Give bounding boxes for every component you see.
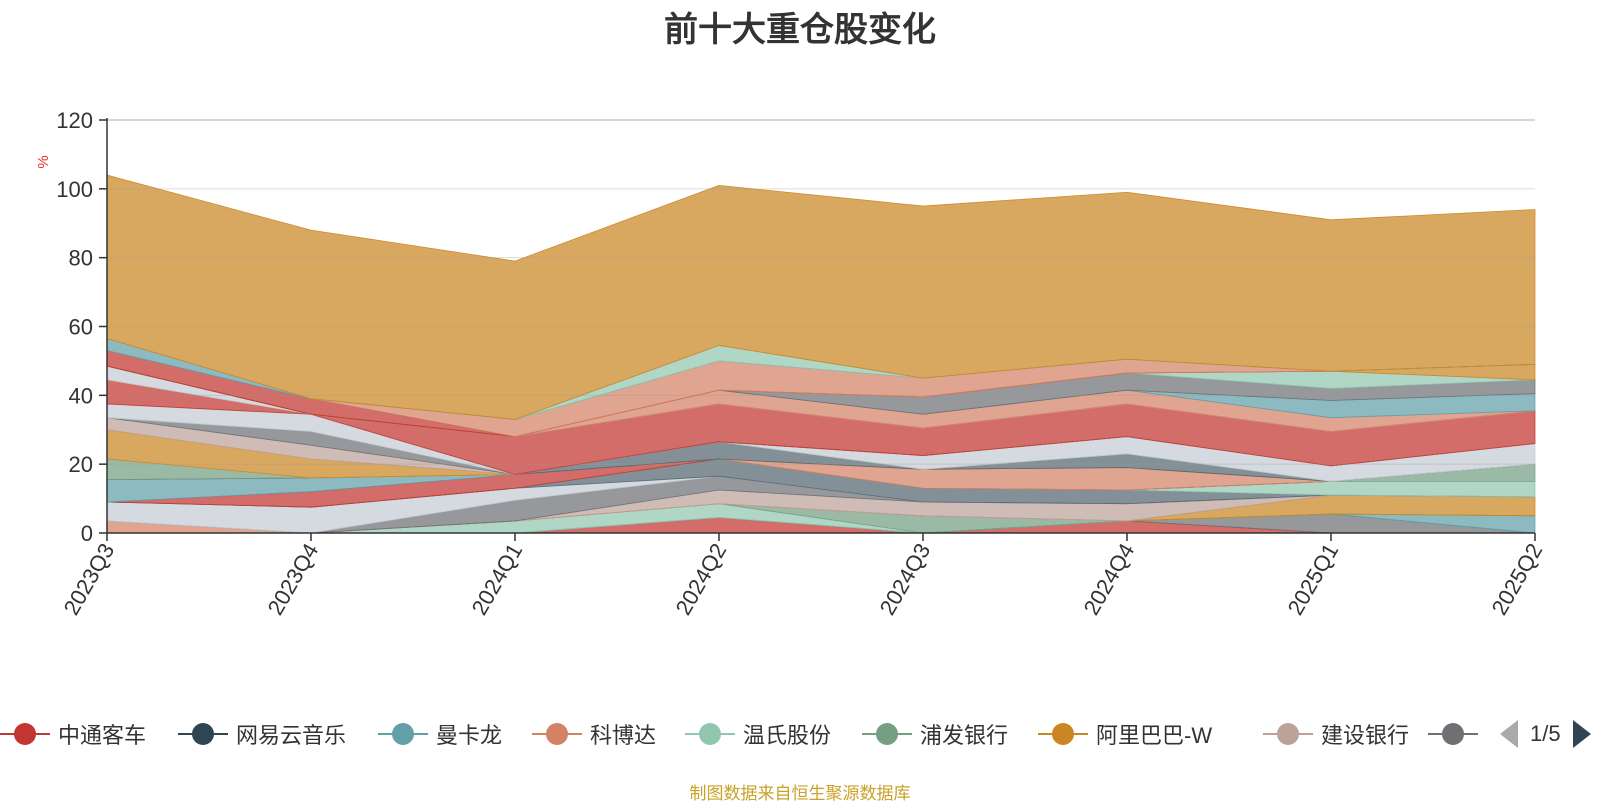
x-tick-label: 2023Q3	[59, 539, 120, 619]
y-tick-label: 20	[69, 452, 93, 477]
x-tick-label: 2024Q4	[1079, 539, 1140, 619]
legend-page-indicator: 1/5	[1530, 721, 1561, 746]
legend-label: 温氏股份	[743, 723, 832, 748]
x-tick-label: 2024Q2	[671, 539, 732, 619]
y-tick-label: 60	[69, 315, 93, 340]
y-tick-label: 0	[81, 521, 93, 546]
x-tick-label: 2024Q3	[875, 539, 936, 619]
x-tick-label: 2025Q2	[1487, 539, 1548, 619]
legend-label: 网易云音乐	[236, 723, 347, 748]
legend-marker-icon	[1263, 714, 1313, 754]
legend-item-8[interactable]: 建设银行	[1263, 714, 1409, 754]
legend-item-4[interactable]: 科博达	[532, 714, 656, 754]
legend-item-7[interactable]: 阿里巴巴-W	[1038, 714, 1212, 754]
area-series-35	[106, 174, 1536, 420]
legend-item-2[interactable]: 网易云音乐	[178, 714, 346, 754]
legend-item-5[interactable]: 温氏股份	[685, 714, 831, 754]
legend-marker-icon	[378, 714, 428, 754]
legend-label: 科博达	[590, 723, 657, 748]
y-tick-label: 80	[69, 246, 93, 271]
legend-item-9[interactable]	[1428, 714, 1486, 754]
legend-label: 阿里巴巴-W	[1096, 723, 1213, 748]
legend-label: 曼卡龙	[436, 723, 503, 748]
y-tick-label: 100	[56, 177, 93, 202]
legend-marker-icon	[532, 714, 582, 754]
legend-marker-icon	[685, 714, 735, 754]
prev-page-icon[interactable]	[1500, 720, 1518, 748]
x-tick-label: 2024Q1	[467, 539, 528, 619]
legend: 中通客车 网易云音乐 曼卡龙 科博达 温氏股份 浦发银行 阿里巴巴-W 建设银行	[0, 714, 1600, 754]
legend-label: 建设银行	[1321, 723, 1410, 748]
stacked-area-chart: 0 20 40 60 80 100 120 2023Q3 2023Q4 2024Q1 2024Q2 2…	[35, 108, 1548, 619]
legend-label: 中通客车	[58, 723, 147, 748]
data-source-note: 制图数据来自恒生聚源数据库	[689, 784, 911, 803]
y-tick-label: 120	[56, 108, 93, 133]
legend-marker-icon	[1038, 714, 1088, 754]
legend-label: 浦发银行	[920, 723, 1009, 748]
x-tick-label: 2023Q4	[263, 539, 324, 619]
legend-marker-icon	[0, 714, 50, 754]
next-page-icon[interactable]	[1572, 720, 1591, 748]
legend-item-1[interactable]: 中通客车	[0, 714, 146, 754]
chart-title: 前十大重仓股变化	[664, 11, 936, 49]
legend-item-3[interactable]: 曼卡龙	[378, 714, 502, 754]
y-axis-label: %	[35, 155, 52, 168]
area-series	[106, 174, 1536, 534]
legend-item-6[interactable]: 浦发银行	[862, 714, 1008, 754]
legend-marker-icon	[1428, 714, 1478, 754]
y-tick-label: 40	[69, 383, 93, 408]
x-tick-label: 2025Q1	[1283, 539, 1344, 619]
legend-pager: 1/5	[1500, 714, 1591, 754]
legend-marker-icon	[862, 714, 912, 754]
legend-marker-icon	[178, 714, 228, 754]
